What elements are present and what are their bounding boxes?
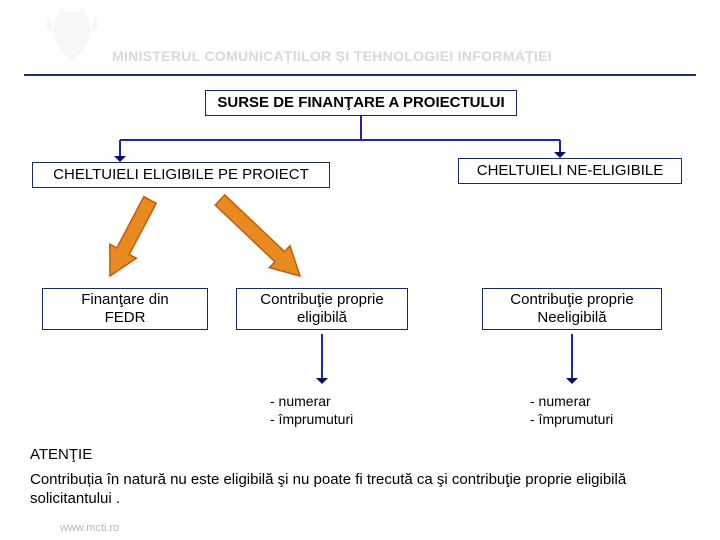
contrib-nonelig-l2: Neeligibilă: [537, 309, 606, 327]
contrib-noneligible-box: Contribuţie proprie Neeligibilă: [482, 288, 662, 330]
coat-of-arms-icon: [40, 6, 104, 64]
item-line: - numerar: [270, 392, 353, 410]
items-noneligible: - numerar - împrumuturi: [530, 392, 613, 428]
eligible-box: CHELTUIELI ELIGIBILE PE PROIECT: [32, 162, 330, 188]
header-divider: [24, 74, 696, 76]
contrib-elig-l2: eligibilă: [297, 309, 347, 327]
header: MINISTERUL COMUNICAȚIILOR ȘI TEHNOLOGIEI…: [0, 0, 720, 80]
footer-url: www.mcti.ro: [60, 522, 119, 534]
fedr-l2: FEDR: [105, 309, 146, 327]
contrib-eligible-box: Contribuţie proprie eligibilă: [236, 288, 408, 330]
fedr-l1: Finanţare din: [81, 291, 169, 309]
noneligible-label: CHELTUIELI NE-ELIGIBILE: [477, 162, 663, 180]
item-line: - numerar: [530, 392, 613, 410]
note: ATENŢIE Contribuția în natură nu este el…: [30, 446, 696, 508]
contrib-nonelig-l1: Contribuţie proprie: [510, 291, 633, 309]
noneligible-box: CHELTUIELI NE-ELIGIBILE: [458, 158, 682, 184]
eligible-label: CHELTUIELI ELIGIBILE PE PROIECT: [53, 166, 309, 184]
item-line: - împrumuturi: [530, 410, 613, 428]
note-body: Contribuția în natură nu este eligibilă …: [30, 471, 696, 509]
contrib-elig-l1: Contribuţie proprie: [260, 291, 383, 309]
ministry-title: MINISTERUL COMUNICAȚIILOR ȘI TEHNOLOGIEI…: [112, 48, 552, 64]
fedr-box: Finanţare din FEDR: [42, 288, 208, 330]
root-label: SURSE DE FINANŢARE A PROIECTULUI: [217, 94, 504, 112]
items-eligible: - numerar - împrumuturi: [270, 392, 353, 428]
note-title: ATENŢIE: [30, 446, 696, 465]
item-line: - împrumuturi: [270, 410, 353, 428]
root-box: SURSE DE FINANŢARE A PROIECTULUI: [205, 90, 517, 116]
